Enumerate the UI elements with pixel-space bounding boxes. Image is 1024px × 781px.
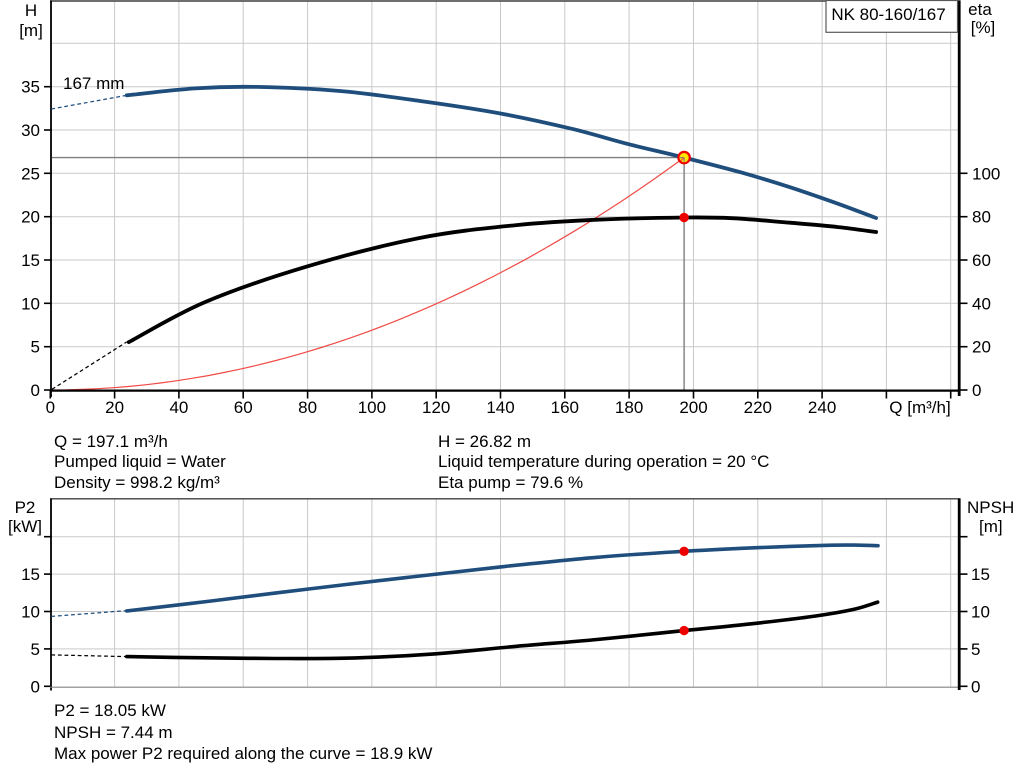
- svg-text:5: 5: [31, 640, 40, 659]
- svg-text:25: 25: [21, 164, 40, 183]
- svg-text:120: 120: [422, 398, 450, 417]
- svg-text:60: 60: [234, 398, 253, 417]
- svg-text:40: 40: [972, 294, 991, 313]
- svg-text:20: 20: [21, 208, 40, 227]
- svg-text:20: 20: [105, 398, 124, 417]
- svg-text:160: 160: [551, 398, 579, 417]
- svg-text:0: 0: [971, 677, 980, 696]
- svg-text:5: 5: [971, 640, 980, 659]
- svg-text:Q [m³/h]: Q [m³/h]: [889, 398, 950, 417]
- svg-text:180: 180: [615, 398, 643, 417]
- svg-text:100: 100: [358, 398, 386, 417]
- svg-text:30: 30: [21, 121, 40, 140]
- svg-text:0: 0: [31, 381, 40, 400]
- svg-text:10: 10: [971, 603, 990, 622]
- svg-text:5: 5: [31, 338, 40, 357]
- svg-text:80: 80: [298, 398, 317, 417]
- svg-text:15: 15: [21, 251, 40, 270]
- svg-text:15: 15: [21, 565, 40, 584]
- svg-text:15: 15: [971, 565, 990, 584]
- svg-text:80: 80: [972, 208, 991, 227]
- svg-text:60: 60: [972, 251, 991, 270]
- svg-text:100: 100: [972, 164, 1000, 183]
- svg-text:220: 220: [744, 398, 772, 417]
- svg-text:40: 40: [169, 398, 188, 417]
- svg-text:0: 0: [972, 381, 981, 400]
- svg-text:0: 0: [31, 677, 40, 696]
- svg-text:10: 10: [21, 603, 40, 622]
- svg-text:0: 0: [46, 398, 55, 417]
- svg-text:240: 240: [808, 398, 836, 417]
- svg-text:20: 20: [972, 338, 991, 357]
- svg-text:35: 35: [21, 78, 40, 97]
- svg-text:10: 10: [21, 294, 40, 313]
- svg-text:140: 140: [486, 398, 514, 417]
- svg-text:200: 200: [679, 398, 707, 417]
